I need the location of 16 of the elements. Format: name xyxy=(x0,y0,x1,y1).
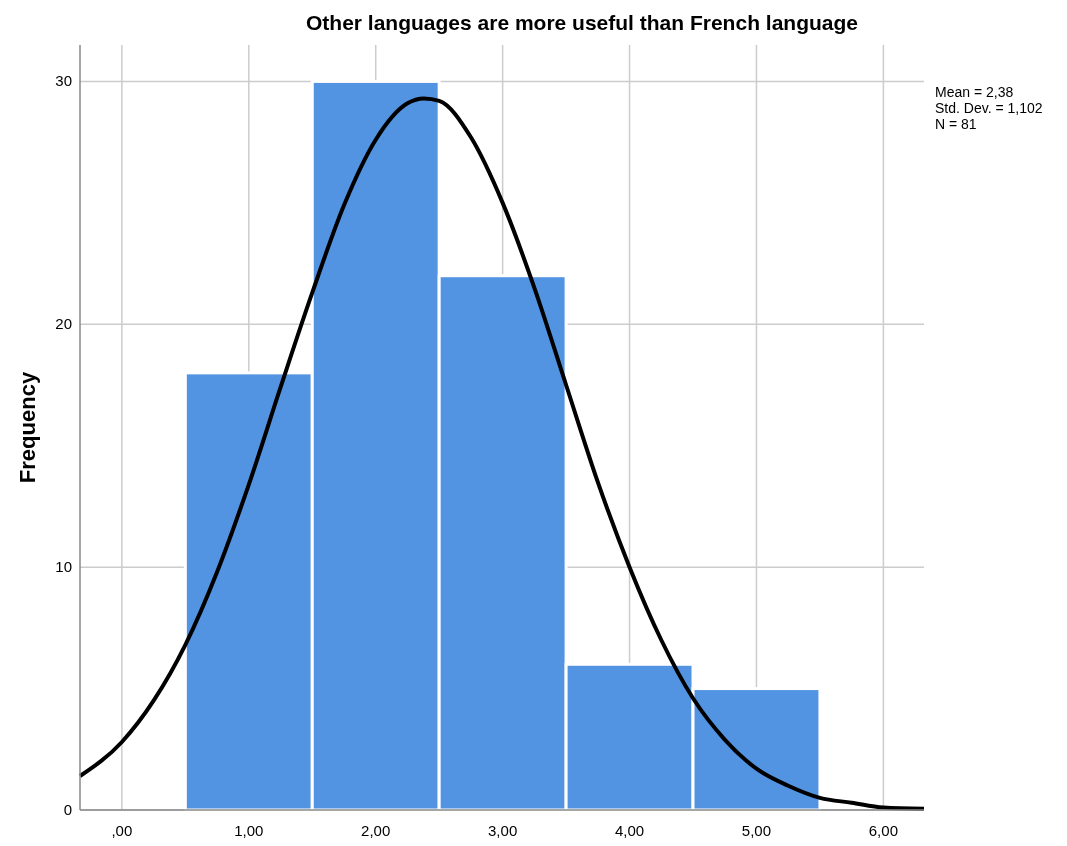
x-tick-label: 3,00 xyxy=(488,822,518,839)
y-tick-label: 0 xyxy=(63,801,72,818)
y-axis-title: Frequency xyxy=(15,371,40,484)
y-tick-label: 30 xyxy=(55,72,72,90)
x-tick-label: 6,00 xyxy=(868,822,898,839)
text: Mean = 2,38 xyxy=(935,84,1014,100)
y-tick-label: 10 xyxy=(55,558,72,576)
y-tick-label: 20 xyxy=(55,315,72,333)
x-tick-label: ,00 xyxy=(111,822,133,839)
text: N = 81 xyxy=(935,116,977,132)
x-tick-label: 4,00 xyxy=(614,822,645,839)
x-tick-label: 5,00 xyxy=(741,822,772,839)
x-tick-label: 1,00 xyxy=(234,822,264,839)
x-tick-label: 2,00 xyxy=(361,822,391,839)
chart-title: Other languages are more useful than French language xyxy=(306,11,858,34)
text: Std. Dev. = 1,102 xyxy=(935,100,1043,116)
